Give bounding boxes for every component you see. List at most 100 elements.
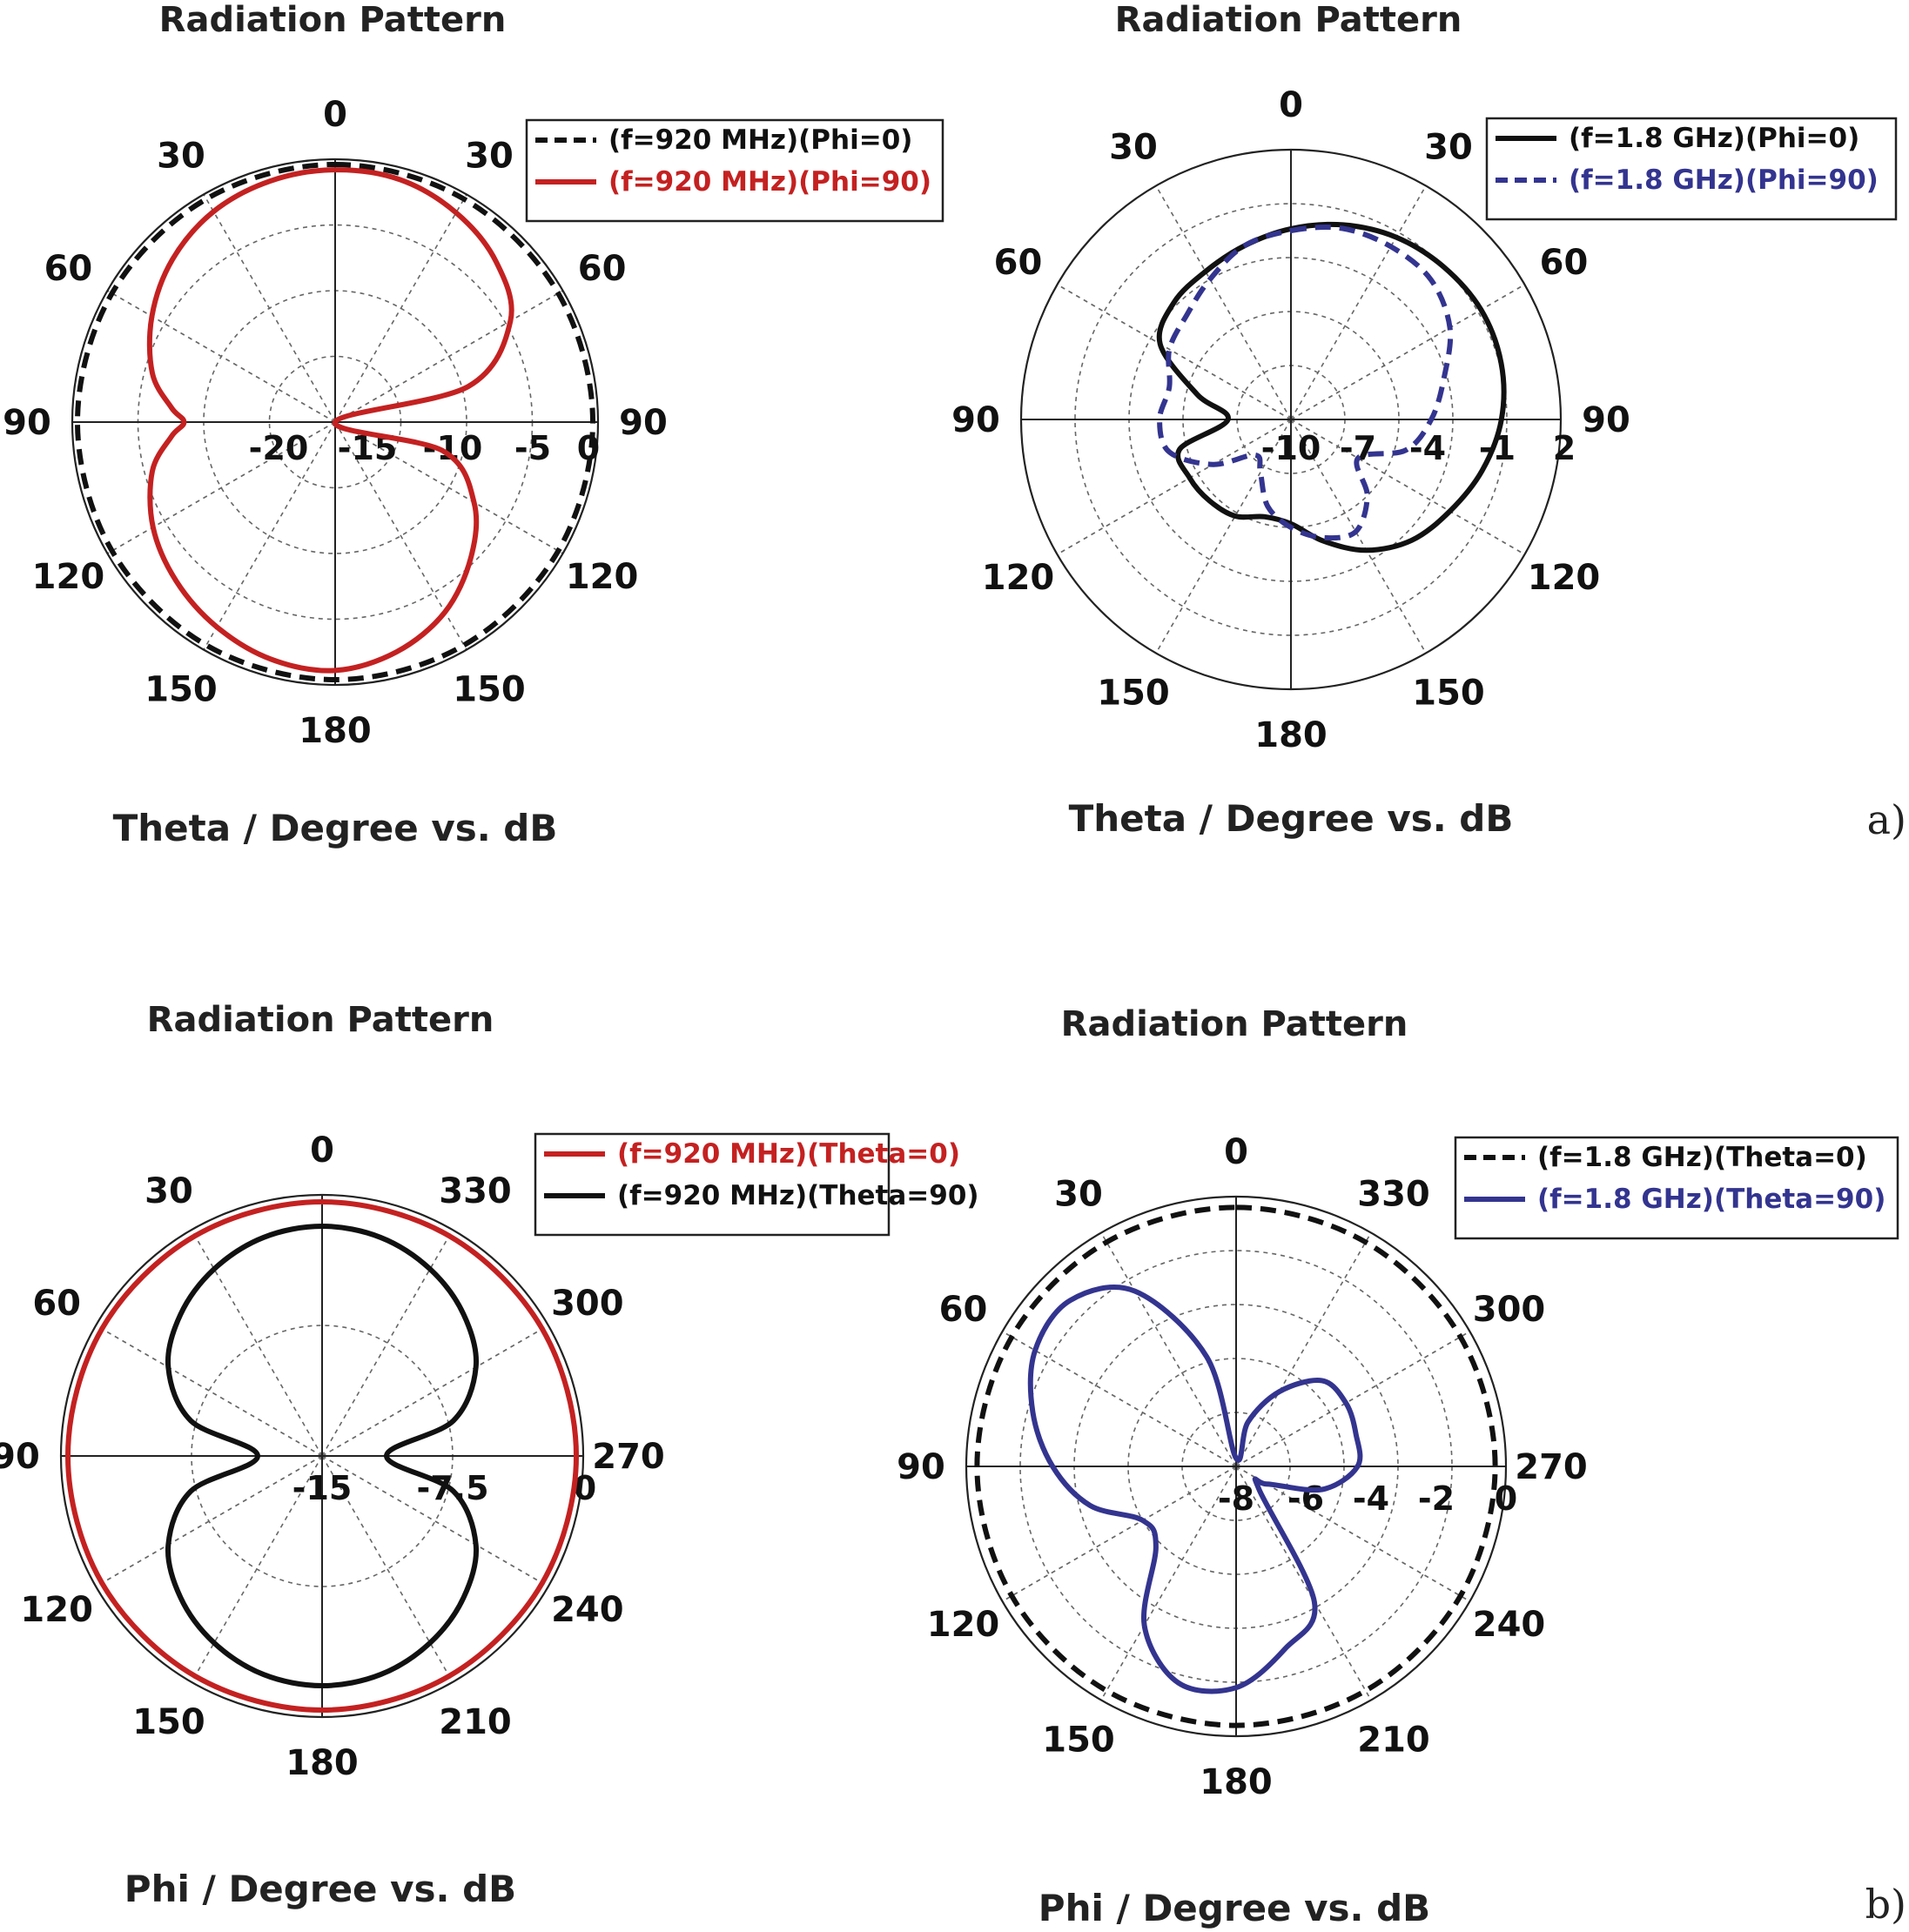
grid-spoke [1155, 185, 1292, 420]
angle-tick-label: 240 [1473, 1605, 1546, 1645]
grid-spoke [1002, 1331, 1237, 1467]
angle-tick-label: 90 [897, 1447, 945, 1487]
legend: (f=920 MHz)(Theta=0) (f=920 MHz)(Theta=90… [534, 1132, 979, 1237]
chart-title: Radiation Pattern [159, 0, 507, 40]
grid-spoke [1155, 419, 1292, 654]
grid-spoke [334, 421, 563, 554]
angle-tick-label: 30 [1109, 127, 1158, 167]
legend: (f=920 MHz)(Phi=0) (f=920 MHz)(Phi=90) [525, 118, 944, 223]
angle-tick-label: 180 [286, 1743, 359, 1783]
legend-entry: (f=920 MHz)(Phi=0) [608, 124, 912, 156]
series-line-1 [65, 1199, 579, 1713]
grid-spoke [1290, 419, 1525, 555]
outer-ring [71, 158, 600, 687]
angle-tick-label: 150 [1412, 674, 1485, 714]
angle-tick-label: 60 [1540, 243, 1589, 283]
polar-chart-1: Radiation Pattern Theta / Degree vs. dB 0 3… [3, 0, 944, 849]
angle-tick-label: 90 [1582, 400, 1630, 440]
panel-label-b: b) [1865, 1881, 1906, 1928]
grid-spoke [203, 194, 336, 423]
angle-tick-label: 30 [157, 136, 205, 176]
angle-tick-label: 150 [145, 670, 218, 710]
series-line-2 [165, 1224, 480, 1688]
angle-tick-label: 60 [939, 1290, 988, 1330]
grid-spoke [1057, 419, 1292, 555]
angle-tick-label: 330 [1357, 1174, 1430, 1214]
angle-tick-label: 150 [1097, 674, 1170, 714]
grid-spoke [321, 1455, 549, 1587]
angle-tick-label: 30 [1424, 127, 1473, 167]
angle-tick-label: 0 [1279, 85, 1303, 125]
radial-tick-label: -4 [1409, 429, 1446, 467]
angle-tick-label: 270 [592, 1437, 665, 1477]
angle-tick-label: 150 [132, 1702, 205, 1742]
legend-box [1485, 117, 1898, 221]
legend-entry: (f=1.8 GHz)(Phi=90) [1569, 164, 1879, 196]
angle-tick-label: 30 [1054, 1174, 1103, 1214]
angle-tick-label: 330 [439, 1171, 512, 1211]
radial-tick-label: -15 [292, 1469, 353, 1507]
grid-spoke [107, 290, 336, 423]
polar-chart-2: Radiation Pattern Theta / Degree vs. dB 0 3… [951, 0, 1898, 840]
grid-spoke [95, 1325, 323, 1457]
angle-tick-label: 30 [465, 136, 514, 176]
legend: (f=1.8 GHz)(Phi=0) (f=1.8 GHz)(Phi=90) [1485, 117, 1898, 221]
polar-chart-4: Radiation Pattern Phi / Degree vs. dB 0 330… [897, 1004, 1899, 1929]
chart-title: Radiation Pattern [147, 1000, 494, 1040]
angle-tick-label: 90 [951, 400, 1000, 440]
series-line-1 [1156, 221, 1507, 553]
angle-tick-label: 240 [551, 1590, 624, 1630]
grid-spoke [1235, 1466, 1372, 1701]
angle-tick-label: 90 [0, 1437, 40, 1477]
x-axis-label: Theta / Degree vs. dB [113, 807, 558, 849]
grid-spoke [1100, 1232, 1237, 1467]
angle-tick-label: 90 [619, 403, 668, 443]
grid-spoke [334, 290, 563, 423]
legend-entry: (f=920 MHz)(Theta=90) [617, 1180, 979, 1211]
outer-ring [965, 1195, 1508, 1738]
angle-tick-label: 0 [1224, 1132, 1248, 1172]
grid-spoke [1235, 1466, 1470, 1602]
series-line-2 [1027, 1285, 1363, 1694]
x-axis-label: Phi / Degree vs. dB [1039, 1887, 1430, 1929]
grid-spoke [1290, 284, 1525, 420]
panel-label-a: a) [1867, 796, 1906, 843]
radial-tick-label: -5 [514, 429, 551, 467]
grid-spoke [1235, 1331, 1470, 1467]
angle-tick-label: 150 [453, 670, 526, 710]
grid-spoke [321, 1325, 549, 1457]
radial-tick-label: -2 [1418, 1479, 1455, 1518]
angle-tick-label: 300 [551, 1284, 624, 1324]
polar-chart-3: Radiation Pattern Phi / Degree vs. dB 0 330… [0, 1000, 979, 1910]
angle-tick-label: 120 [32, 557, 105, 597]
chart-title: Radiation Pattern [1061, 1004, 1408, 1044]
radial-tick-label: -10 [1261, 429, 1321, 467]
radial-tick-label: -8 [1218, 1479, 1254, 1518]
series-line-2 [146, 167, 514, 674]
chart-title: Radiation Pattern [1115, 0, 1462, 40]
legend-entry: (f=920 MHz)(Theta=0) [617, 1138, 960, 1170]
angle-tick-label: 60 [32, 1284, 81, 1324]
angle-tick-label: 180 [299, 711, 372, 751]
grid-spoke [191, 1229, 323, 1457]
legend-box [1454, 1136, 1899, 1240]
angle-tick-label: 120 [982, 558, 1055, 598]
outer-ring [1019, 148, 1563, 691]
angle-tick-label: 30 [145, 1171, 193, 1211]
grid-spoke [334, 194, 467, 423]
legend-entry: (f=1.8 GHz)(Theta=0) [1537, 1142, 1867, 1173]
angle-tick-label: 120 [20, 1590, 93, 1630]
angle-tick-label: 150 [1042, 1721, 1115, 1761]
x-axis-label: Theta / Degree vs. dB [1069, 797, 1514, 840]
x-axis-label: Phi / Degree vs. dB [124, 1868, 516, 1910]
legend-entry: (f=920 MHz)(Phi=90) [608, 166, 931, 198]
angle-tick-label: 270 [1515, 1447, 1588, 1487]
angle-tick-label: 0 [310, 1130, 334, 1171]
angle-tick-label: 60 [44, 249, 93, 289]
legend-entry: (f=1.8 GHz)(Phi=0) [1569, 123, 1859, 154]
radial-tick-label: 0 [1495, 1479, 1517, 1518]
legend-entry: (f=1.8 GHz)(Theta=90) [1537, 1184, 1885, 1215]
grid-spoke [1290, 419, 1427, 654]
grid-spoke [203, 421, 336, 650]
